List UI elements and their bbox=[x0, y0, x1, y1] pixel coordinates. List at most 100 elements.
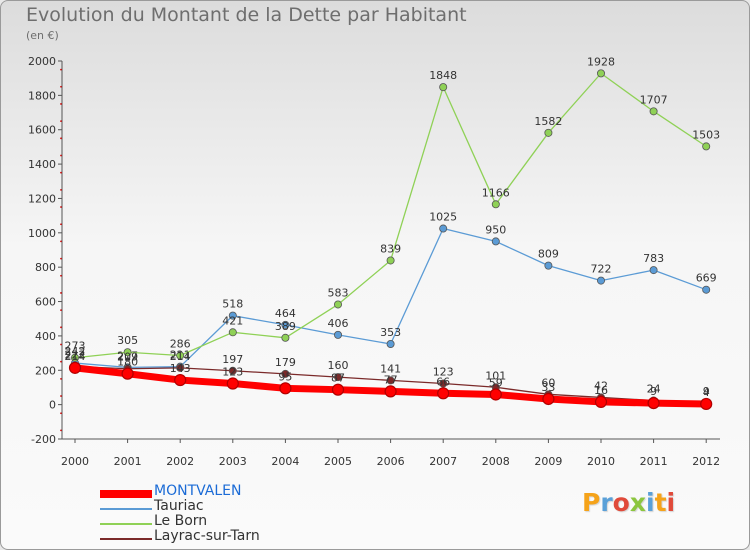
y-minor-tick bbox=[60, 240, 62, 243]
x-tick-label: 2007 bbox=[429, 455, 457, 468]
data-label: 59 bbox=[489, 376, 503, 389]
y-minor-tick bbox=[60, 223, 62, 226]
unit-label: (en €) bbox=[26, 29, 59, 42]
data-label: 123 bbox=[433, 366, 454, 379]
y-minor-tick bbox=[60, 429, 62, 432]
data-label: 143 bbox=[170, 362, 191, 375]
data-point bbox=[68, 361, 82, 374]
data-label: 77 bbox=[384, 373, 398, 386]
data-point bbox=[228, 366, 237, 375]
data-point bbox=[174, 373, 187, 387]
y-minor-tick bbox=[60, 377, 62, 380]
data-point bbox=[176, 363, 185, 372]
y-tick-label: 0 bbox=[49, 399, 56, 412]
y-tick-label: 200 bbox=[35, 364, 56, 377]
data-label: 95 bbox=[278, 370, 292, 383]
data-point bbox=[437, 387, 450, 400]
data-label: 1166 bbox=[482, 186, 510, 199]
data-point bbox=[700, 397, 713, 411]
legend-label: MONTVALEN bbox=[154, 483, 242, 499]
data-label: 583 bbox=[328, 286, 349, 299]
y-tick-label: 2000 bbox=[28, 55, 56, 68]
data-point bbox=[384, 385, 397, 398]
data-point bbox=[439, 224, 448, 233]
data-label: 197 bbox=[222, 353, 243, 366]
data-label: 464 bbox=[275, 307, 296, 320]
legend-label: Tauriac bbox=[154, 498, 204, 514]
data-point bbox=[228, 328, 237, 337]
legend-label: Le Born bbox=[154, 513, 208, 529]
data-label: 123 bbox=[222, 366, 243, 379]
data-label: 16 bbox=[594, 384, 608, 397]
data-point bbox=[333, 373, 342, 382]
data-label: 286 bbox=[170, 337, 191, 350]
data-point bbox=[489, 388, 502, 401]
data-label: 42 bbox=[594, 379, 608, 392]
logo-letter: i bbox=[666, 488, 676, 517]
x-tick-label: 2004 bbox=[271, 455, 299, 468]
data-label: 421 bbox=[222, 314, 243, 327]
data-label: 273 bbox=[65, 340, 86, 353]
chart-title: Evolution du Montant de la Dette par Hab… bbox=[26, 4, 467, 26]
y-minor-tick bbox=[60, 171, 62, 174]
logo-letter: o bbox=[612, 488, 630, 517]
series-line-le born bbox=[74, 72, 707, 359]
y-tick-label: 800 bbox=[35, 261, 56, 274]
data-label: 180 bbox=[117, 356, 138, 369]
data-label: 66 bbox=[436, 375, 450, 388]
data-point bbox=[491, 200, 500, 209]
data-label: 353 bbox=[380, 326, 401, 339]
data-point bbox=[491, 237, 500, 246]
data-label: 214 bbox=[65, 350, 86, 363]
y-minor-tick bbox=[60, 206, 62, 208]
legend-label: Layrac-sur-Tarn bbox=[154, 528, 260, 544]
data-point bbox=[649, 266, 658, 275]
legend-swatch bbox=[100, 538, 152, 540]
data-point bbox=[331, 383, 345, 396]
data-point bbox=[649, 107, 658, 116]
data-label: 1503 bbox=[692, 128, 720, 141]
logo-letter: P bbox=[582, 488, 601, 517]
y-minor-tick bbox=[60, 292, 62, 294]
logo-letter: x bbox=[629, 488, 646, 517]
y-minor-tick bbox=[60, 395, 62, 397]
y-minor-tick bbox=[60, 360, 62, 363]
x-tick-label: 2002 bbox=[166, 455, 194, 468]
y-minor-tick bbox=[60, 188, 62, 191]
logo-letter: i bbox=[646, 488, 655, 517]
x-tick-label: 2011 bbox=[640, 455, 668, 468]
legend-swatch bbox=[100, 523, 152, 525]
data-label: 1025 bbox=[429, 211, 457, 224]
data-point bbox=[544, 261, 553, 270]
legend-swatch bbox=[100, 508, 152, 510]
y-minor-tick bbox=[60, 85, 62, 88]
y-tick-label: 600 bbox=[35, 296, 56, 309]
data-label: 222 bbox=[65, 348, 86, 361]
y-tick-label: 1000 bbox=[28, 227, 56, 240]
data-point bbox=[702, 285, 711, 294]
x-tick-label: 2008 bbox=[482, 455, 510, 468]
data-point bbox=[597, 69, 606, 78]
x-tick-label: 2003 bbox=[219, 455, 247, 468]
data-point bbox=[228, 311, 237, 320]
data-point bbox=[333, 300, 342, 309]
y-minor-tick bbox=[60, 68, 62, 71]
data-point bbox=[333, 330, 342, 339]
logo-letter: r bbox=[600, 488, 613, 517]
data-label: 305 bbox=[117, 334, 138, 347]
x-tick-label: 2012 bbox=[692, 455, 720, 468]
y-minor-tick bbox=[60, 343, 62, 346]
y-tick-label: 400 bbox=[35, 330, 56, 343]
data-label: 60 bbox=[541, 376, 555, 389]
data-label: 4 bbox=[703, 386, 710, 399]
data-point bbox=[594, 395, 608, 408]
data-label: 1848 bbox=[429, 69, 457, 82]
y-minor-tick bbox=[60, 120, 62, 123]
data-label: 160 bbox=[328, 359, 349, 372]
x-tick-label: 2006 bbox=[377, 455, 405, 468]
data-label: 406 bbox=[328, 317, 349, 330]
y-tick-label: 1600 bbox=[28, 124, 56, 137]
data-point bbox=[279, 382, 292, 395]
data-point bbox=[226, 377, 239, 390]
